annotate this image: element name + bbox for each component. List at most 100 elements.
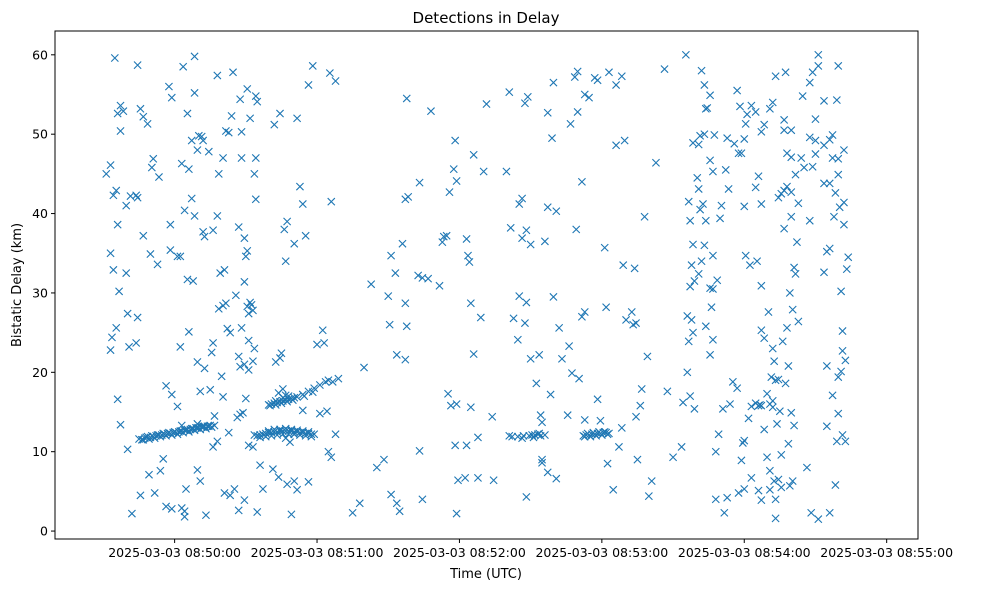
data-point — [244, 365, 253, 374]
data-point — [794, 199, 803, 208]
data-point — [771, 72, 780, 81]
data-point — [838, 346, 847, 355]
data-point — [526, 240, 535, 249]
data-point — [763, 389, 772, 398]
data-point — [726, 400, 735, 409]
data-point — [737, 149, 746, 158]
data-point — [465, 257, 474, 266]
data-point — [820, 179, 828, 188]
data-point — [754, 486, 763, 495]
data-point — [800, 163, 809, 172]
data-point — [230, 485, 239, 493]
data-point — [770, 477, 779, 486]
data-point — [462, 234, 471, 243]
data-point — [609, 485, 618, 494]
data-point — [127, 509, 136, 518]
data-point — [570, 73, 579, 82]
data-point — [751, 399, 760, 408]
data-point — [837, 287, 846, 296]
data-point — [505, 431, 514, 440]
data-point — [220, 488, 229, 497]
data-point — [162, 502, 171, 511]
plot-frame — [54, 30, 919, 540]
data-point — [240, 360, 249, 369]
data-point — [768, 396, 777, 405]
data-point — [842, 265, 851, 274]
data-point — [418, 495, 427, 504]
data-point — [785, 481, 794, 490]
data-point — [792, 238, 801, 247]
data-point — [741, 119, 750, 128]
data-point — [506, 223, 515, 232]
data-point — [593, 395, 602, 404]
data-point — [133, 193, 142, 202]
data-point — [822, 361, 831, 370]
data-point — [802, 463, 811, 472]
data-point — [747, 402, 756, 411]
data-point — [839, 220, 848, 229]
data-point — [831, 481, 840, 490]
data-point — [743, 110, 752, 119]
data-point — [603, 459, 612, 468]
data-point — [112, 186, 121, 195]
data-point — [686, 216, 695, 225]
data-point — [644, 492, 653, 501]
data-point — [549, 292, 558, 301]
data-point — [600, 243, 609, 252]
data-point — [325, 69, 334, 78]
data-point — [740, 485, 749, 493]
data-point — [146, 250, 155, 259]
data-point — [183, 109, 192, 118]
data-point — [293, 485, 302, 494]
data-point — [834, 409, 843, 418]
data-point — [179, 62, 188, 71]
data-point — [681, 50, 690, 59]
data-point — [106, 161, 115, 170]
data-point — [387, 251, 396, 260]
data-point — [139, 231, 148, 240]
data-point — [190, 211, 199, 220]
data-point — [552, 474, 561, 483]
data-point — [132, 338, 141, 347]
data-point — [280, 225, 289, 234]
data-point — [204, 147, 213, 156]
data-point — [602, 303, 611, 312]
data-point — [290, 393, 299, 402]
data-point — [757, 281, 766, 290]
data-point — [807, 508, 816, 517]
data-point — [461, 473, 470, 482]
data-point — [253, 97, 262, 106]
data-point — [348, 508, 357, 517]
data-point — [193, 465, 202, 474]
data-point — [686, 392, 695, 401]
data-point — [444, 389, 453, 398]
data-point — [612, 141, 621, 150]
data-point — [139, 112, 148, 121]
y-tick-label: 20 — [32, 365, 48, 380]
data-point — [449, 165, 458, 174]
data-point — [707, 303, 716, 312]
data-point — [304, 477, 313, 486]
data-point — [271, 396, 280, 405]
y-tick-label: 40 — [32, 206, 48, 221]
data-point — [580, 307, 589, 316]
data-point — [315, 409, 324, 418]
data-point — [526, 354, 535, 363]
data-point — [133, 313, 142, 322]
data-point — [293, 114, 302, 123]
data-point — [604, 68, 613, 77]
x-axis: 2025-03-03 08:50:00 2025-03-03 08:51:00 20… — [108, 539, 953, 560]
data-point — [466, 299, 475, 308]
data-point — [159, 454, 168, 463]
data-point — [256, 431, 265, 440]
data-point — [387, 490, 396, 499]
data-point — [284, 430, 293, 439]
data-point — [293, 392, 302, 401]
data-point — [775, 407, 784, 416]
data-point — [102, 169, 111, 178]
data-point — [622, 315, 631, 324]
data-point — [751, 183, 760, 192]
data-point — [119, 107, 128, 116]
data-point — [115, 287, 124, 296]
